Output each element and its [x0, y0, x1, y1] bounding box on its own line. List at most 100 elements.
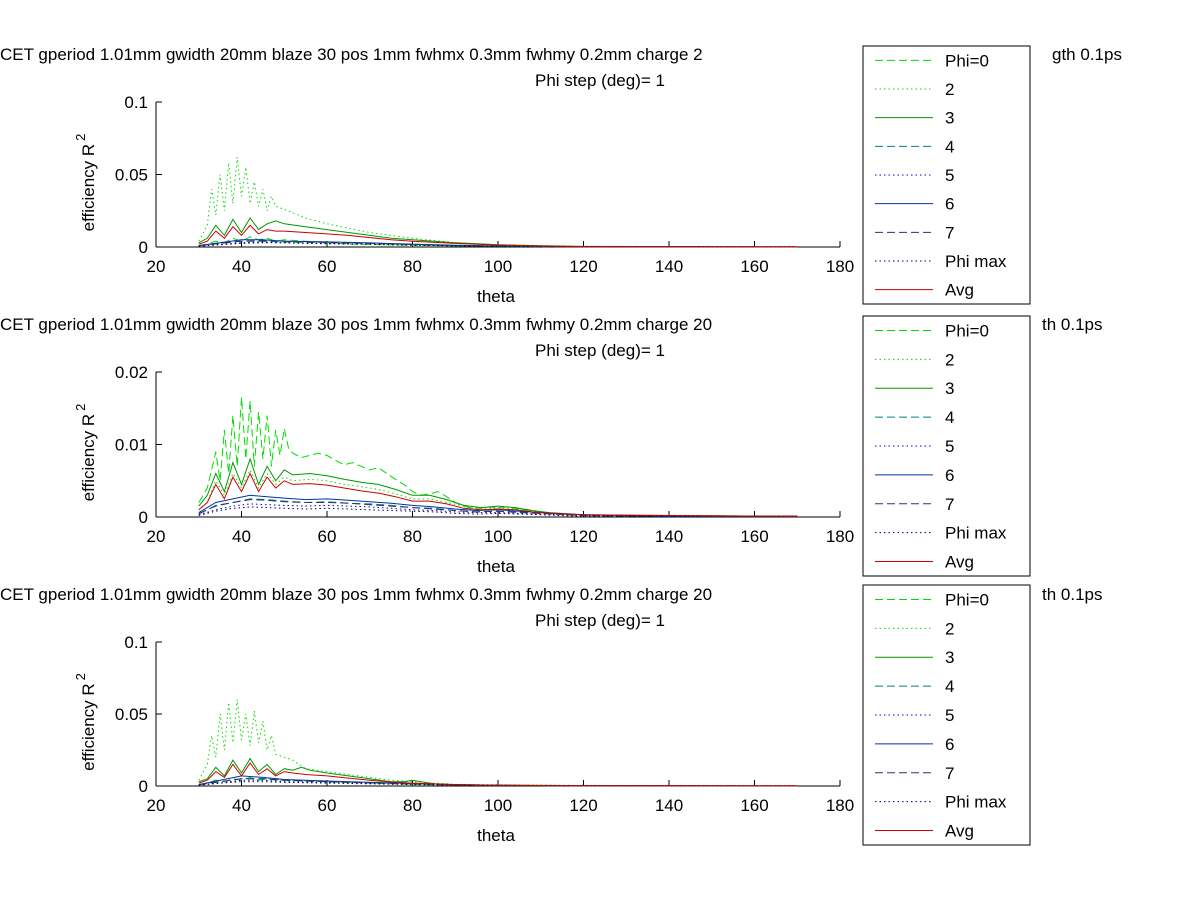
y-tick-label: 0.02: [115, 363, 148, 382]
chart-title-tail: th 0.1ps: [1042, 315, 1103, 334]
legend-entry: Phi max: [945, 793, 1007, 812]
series-line-5: [198, 503, 798, 517]
legend-entry: 4: [945, 137, 954, 156]
legend-entry: Phi=0: [945, 321, 989, 340]
legend-entry: 3: [945, 379, 954, 398]
x-tick-label: 160: [740, 796, 768, 815]
chart-title-tail: gth 0.1ps: [1052, 45, 1122, 64]
legend-entry: 6: [945, 735, 954, 754]
y-axis-label-text: efficiency R: [79, 414, 98, 502]
y-axis-label: efficiency R 2: [73, 673, 98, 771]
chart-title: CET gperiod 1.01mm gwidth 20mm blaze 30 …: [0, 45, 703, 64]
series-line-2: [198, 699, 798, 787]
y-tick-label: 0: [139, 508, 148, 527]
legend-entry: Phi=0: [945, 590, 989, 609]
series-line-8: [198, 781, 798, 787]
y-axis-label: efficiency R 2: [73, 404, 98, 502]
legend: Phi=0 2 3 4 5 6 7 Phi max Avg: [862, 584, 1031, 846]
x-tick-label: 80: [403, 796, 422, 815]
legend-entry: Avg: [945, 553, 974, 572]
legend-entry: Avg: [945, 281, 974, 300]
chart-title-tail: th 0.1ps: [1042, 585, 1103, 604]
legend-entry: 7: [945, 223, 954, 242]
x-tick-label: 140: [655, 527, 683, 546]
y-axis-label-superscript: 2: [73, 134, 88, 141]
chart-subtitle: Phi step (deg)= 1: [535, 341, 665, 360]
x-tick-label: 80: [403, 527, 422, 546]
x-tick-label: 60: [318, 527, 337, 546]
x-tick-label: 40: [232, 527, 251, 546]
y-tick-label: 0.1: [124, 633, 148, 652]
x-axis-label: theta: [477, 826, 515, 845]
x-tick-label: 20: [147, 257, 166, 276]
x-tick-label: 40: [232, 257, 251, 276]
y-tick-label: 0.1: [124, 93, 148, 112]
legend-entry: Avg: [945, 822, 974, 841]
legend-entry: 4: [945, 677, 954, 696]
x-tick-label: 120: [569, 257, 597, 276]
x-tick-label: 160: [740, 257, 768, 276]
x-tick-label: 40: [232, 796, 251, 815]
y-axis-label-text: efficiency R: [79, 683, 98, 771]
y-tick-label: 0: [139, 238, 148, 257]
legend-entry: 2: [945, 619, 954, 638]
y-axis-label-superscript: 2: [73, 404, 88, 411]
series-line-2: [198, 468, 798, 517]
legend-entry: 7: [945, 764, 954, 783]
legend-entry: 2: [945, 350, 954, 369]
y-tick-label: 0.05: [115, 166, 148, 185]
x-tick-label: 140: [655, 257, 683, 276]
x-tick-label: 120: [569, 527, 597, 546]
x-tick-label: 100: [484, 527, 512, 546]
x-tick-label: 180: [826, 527, 854, 546]
legend-entry: 6: [945, 195, 954, 214]
legend-entry: 3: [945, 648, 954, 667]
y-tick-label: 0.01: [115, 436, 148, 455]
x-tick-label: 140: [655, 796, 683, 815]
legend-entry: 6: [945, 466, 954, 485]
series-line-9: [198, 762, 798, 787]
legend: Phi=0 2 3 4 5 6 7 Phi max Avg: [862, 315, 1031, 577]
legend-entry: 3: [945, 109, 954, 128]
x-tick-label: 60: [318, 257, 337, 276]
x-tick-label: 20: [147, 527, 166, 546]
series-line-8: [198, 242, 798, 248]
legend-box: [862, 584, 1031, 846]
legend-entry: Phi max: [945, 252, 1007, 271]
chart-title: CET gperiod 1.01mm gwidth 20mm blaze 30 …: [0, 315, 712, 334]
y-axis-label-superscript: 2: [73, 673, 88, 680]
y-tick-label: 0.05: [115, 705, 148, 724]
y-axis-label: efficiency R 2: [73, 134, 98, 232]
legend-entry: 5: [945, 166, 954, 185]
series-line-7: [198, 499, 798, 517]
chart-subtitle: Phi step (deg)= 1: [535, 611, 665, 630]
legend-entry: 2: [945, 80, 954, 99]
x-tick-label: 60: [318, 796, 337, 815]
y-tick-label: 0: [139, 777, 148, 796]
legend-entry: 4: [945, 408, 954, 427]
x-tick-label: 120: [569, 796, 597, 815]
legend-box: [862, 315, 1031, 577]
chart-panel-3: CET gperiod 1.01mm gwidth 20mm blaze 30 …: [0, 584, 1103, 846]
x-axis-label: theta: [477, 287, 515, 306]
chart-subtitle: Phi step (deg)= 1: [535, 71, 665, 90]
series-line-5: [198, 779, 798, 787]
series-line-7: [198, 239, 798, 248]
series-line-3: [198, 757, 798, 787]
chart-panel-1: CET gperiod 1.01mm gwidth 20mm blaze 30 …: [0, 45, 1122, 306]
x-tick-label: 100: [484, 796, 512, 815]
legend-entry: 7: [945, 495, 954, 514]
legend-entry: 5: [945, 706, 954, 725]
series-line-1: [198, 397, 798, 517]
legend-entry: Phi=0: [945, 51, 989, 70]
series-line-9: [198, 472, 798, 517]
legend-entry: 5: [945, 437, 954, 456]
x-tick-label: 80: [403, 257, 422, 276]
chart-title: CET gperiod 1.01mm gwidth 20mm blaze 30 …: [0, 585, 712, 604]
x-tick-label: 20: [147, 796, 166, 815]
legend: Phi=0 2 3 4 5 6 7 Phi max Avg: [862, 45, 1031, 305]
series-line-9: [198, 224, 798, 248]
legend-box: [862, 45, 1031, 305]
y-axis-label-text: efficiency R: [79, 144, 98, 232]
